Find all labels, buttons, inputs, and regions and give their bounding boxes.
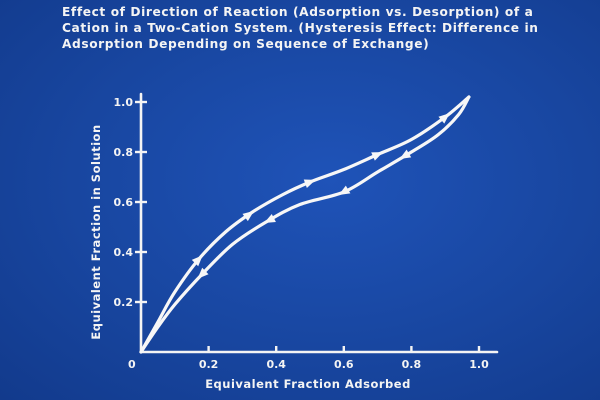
- origin-label: 0: [128, 358, 136, 371]
- direction-arrow: [371, 152, 384, 161]
- y-axis-title: Equivalent Fraction in Solution: [89, 124, 103, 339]
- x-axis-title: Equivalent Fraction Adsorbed: [205, 377, 411, 391]
- x-axis-ticks: 0.2 0.4 0.6 0.8 1.0: [199, 346, 489, 371]
- direction-arrow: [242, 210, 255, 222]
- x-tick-label: 0.8: [402, 358, 422, 371]
- direction-arrow: [338, 185, 351, 196]
- chart-curves: [139, 95, 471, 354]
- y-axis-ticks: 0.2 0.4 0.6 0.8 1.0: [114, 96, 147, 309]
- y-tick-label: 0.6: [114, 196, 134, 209]
- direction-arrow: [197, 267, 209, 279]
- y-tick-label: 1.0: [114, 96, 134, 109]
- upper-curve: [139, 95, 471, 354]
- x-tick-label: 1.0: [469, 358, 489, 371]
- direction-arrow: [264, 214, 276, 224]
- direction-arrow: [303, 179, 316, 188]
- x-tick-label: 0.2: [199, 358, 219, 371]
- title-line-2: Cation in a Two-Cation System. (Hysteres…: [62, 21, 539, 35]
- chart-axes: [139, 92, 499, 354]
- lower-curve: [139, 95, 471, 354]
- y-tick-label: 0.2: [114, 296, 134, 309]
- x-tick-label: 0.6: [334, 358, 354, 371]
- title-line-3: Adsorption Depending on Sequence of Exch…: [62, 37, 430, 51]
- direction-arrow: [191, 255, 203, 267]
- y-tick-label: 0.8: [114, 146, 134, 159]
- title-line-1: Effect of Direction of Reaction (Adsorpt…: [62, 5, 534, 19]
- y-tick-label: 0.4: [114, 246, 134, 259]
- chart-title: Effect of Direction of Reaction (Adsorpt…: [62, 4, 592, 52]
- direction-arrow: [399, 149, 412, 160]
- direction-arrow: [438, 113, 450, 124]
- x-tick-label: 0.4: [266, 358, 286, 371]
